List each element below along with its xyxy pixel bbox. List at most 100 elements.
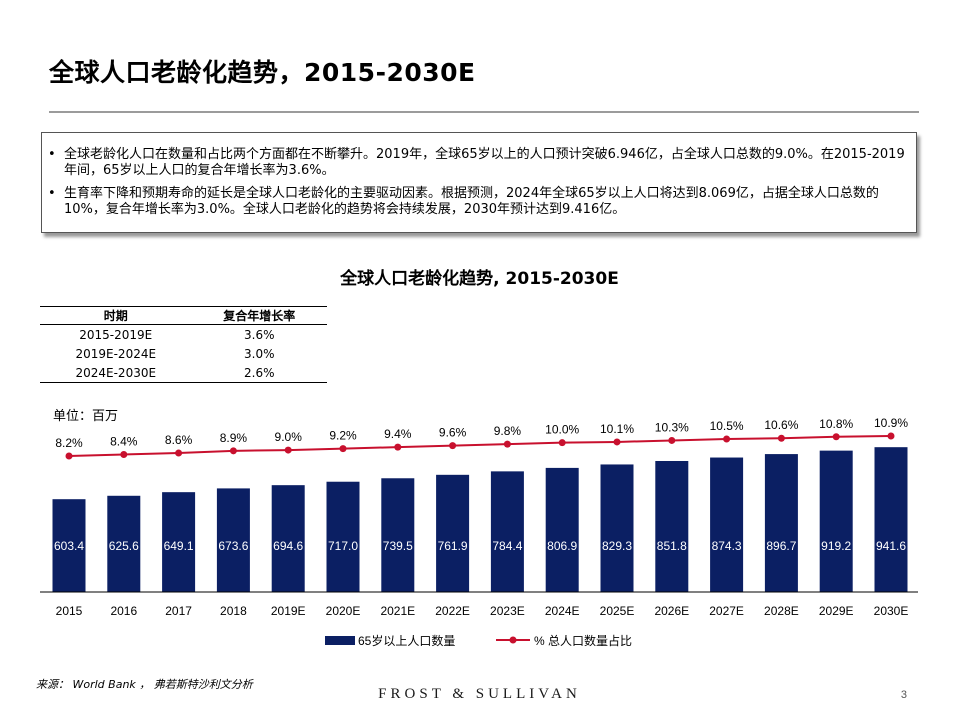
share-point-2023E — [503, 440, 511, 448]
share-value-label: 8.6% — [165, 433, 193, 447]
legend-label-bars: 65岁以上人口数量 — [358, 633, 455, 648]
share-value-label: 10.9% — [874, 416, 908, 430]
summary-bullet-text: 全球老龄化人口在数量和占比两个方面都在不断攀升。2019年，全球65岁以上的人口… — [64, 147, 905, 178]
x-tick-label: 2030E — [874, 604, 909, 618]
x-tick-label: 2027E — [709, 604, 744, 618]
cagr-period: 2015-2019E — [79, 327, 153, 342]
cagr-header-period: 时期 — [40, 306, 192, 325]
bullet-dot: • — [48, 147, 56, 162]
bar-2017 — [162, 492, 196, 592]
bar-2019E — [271, 485, 305, 592]
bar-2029E — [819, 450, 853, 592]
share-point-2028E — [777, 434, 785, 442]
share-value-label: 9.4% — [384, 427, 412, 441]
share-point-2027E — [723, 435, 731, 443]
cagr-rate: 3.6% — [244, 327, 275, 342]
x-tick-label: 2025E — [600, 604, 635, 618]
bar-2028E — [764, 454, 798, 592]
source-note: 来源： World Bank ， 弗若斯特沙利文分析 — [36, 678, 253, 691]
bar-value-label: 874.3 — [712, 539, 742, 553]
share-point-2015 — [65, 452, 73, 460]
x-tick-label: 2017 — [165, 604, 192, 618]
share-value-label: 9.0% — [275, 430, 303, 444]
population-chart: 603.4 625.6 649.1 673.6 694.6 717.0 739.5 761.9… — [40, 416, 918, 648]
cagr-table-header-row: 时期 复合年增长率 — [40, 306, 327, 325]
summary-bullet-text: 生育率下降和预期寿命的延长是全球人口老龄化的主要驱动因素。根据预测，2024年全… — [64, 186, 879, 217]
bar-2027E — [710, 457, 744, 592]
cagr-table-row: 2024E-2030E 2.6% — [40, 363, 327, 383]
bar-2026E — [655, 460, 689, 592]
share-point-2019E — [284, 446, 292, 454]
share-value-label: 8.2% — [55, 436, 83, 450]
bar-2030E — [874, 447, 908, 592]
share-point-2018 — [229, 447, 237, 455]
x-tick-label: 2019E — [271, 604, 306, 618]
share-value-label: 10.0% — [545, 423, 579, 437]
x-tick-label: 2016 — [110, 604, 137, 618]
bar-value-label: 919.2 — [821, 539, 851, 553]
share-point-2029E — [832, 433, 840, 441]
chart-title: 全球人口老龄化趋势, 2015-2030E — [340, 269, 619, 289]
share-value-label: 9.2% — [329, 429, 357, 443]
bar-2024E — [545, 467, 579, 592]
share-point-2017 — [175, 449, 183, 457]
bar-2022E — [436, 474, 470, 592]
bar-value-label: 784.4 — [492, 539, 522, 553]
x-tick-label: 2022E — [435, 604, 470, 618]
page-title: 全球人口老龄化趋势，2015-2030E — [49, 58, 476, 87]
title-divider — [49, 111, 919, 113]
share-value-label: 9.6% — [439, 426, 467, 440]
share-point-2021E — [394, 443, 402, 451]
brand-logo: FROST & SULLIVAN — [378, 686, 581, 702]
share-point-2026E — [668, 436, 676, 444]
x-tick-label: 2023E — [490, 604, 525, 618]
cagr-rate: 3.0% — [244, 346, 275, 361]
share-point-2030E — [887, 432, 895, 440]
share-line — [68, 435, 892, 457]
bar-value-label: 829.3 — [602, 539, 632, 553]
x-tick-label: 2015 — [56, 604, 83, 618]
bar-2018 — [216, 488, 250, 592]
bar-2015 — [52, 499, 86, 592]
bar-value-label: 806.9 — [547, 539, 577, 553]
cagr-table: 时期 复合年增长率 2015-2019E 3.6% 2019E-2024E 3.… — [40, 306, 327, 383]
share-point-2025E — [613, 438, 621, 446]
share-value-label: 10.6% — [764, 418, 798, 432]
bar-value-label: 761.9 — [438, 539, 468, 553]
bar-value-label: 673.6 — [218, 539, 248, 553]
bar-value-label: 694.6 — [273, 539, 303, 553]
x-tick-label: 2020E — [326, 604, 361, 618]
bullet-dot: • — [48, 186, 56, 201]
bar-2020E — [326, 481, 360, 592]
x-tick-label: 2026E — [654, 604, 689, 618]
share-value-label: 8.9% — [220, 431, 248, 445]
share-value-label: 9.8% — [494, 424, 522, 438]
bar-value-label: 625.6 — [109, 539, 139, 553]
x-tick-label: 2029E — [819, 604, 854, 618]
cagr-table-row: 2015-2019E 3.6% — [40, 325, 327, 345]
legend-swatch-bars — [325, 636, 355, 645]
summary-bullet-1: • 全球老龄化人口在数量和占比两个方面都在不断攀升。2019年，全球65岁以上的… — [48, 147, 906, 179]
x-tick-label: 2018 — [220, 604, 247, 618]
page-number: 3 — [900, 689, 907, 701]
bar-value-label: 941.6 — [876, 539, 906, 553]
x-tick-label: 2021E — [380, 604, 415, 618]
share-value-label: 8.4% — [110, 435, 138, 449]
x-tick-label: 2024E — [545, 604, 580, 618]
share-value-label: 10.8% — [819, 417, 853, 431]
bar-2016 — [107, 495, 141, 592]
share-point-2020E — [339, 445, 347, 453]
share-value-label: 10.3% — [655, 420, 689, 434]
bar-value-label: 603.4 — [54, 539, 84, 553]
share-point-2024E — [558, 439, 566, 447]
bar-value-label: 739.5 — [383, 539, 413, 553]
cagr-table-row: 2019E-2024E 3.0% — [40, 344, 327, 363]
bar-2025E — [600, 464, 634, 592]
cagr-period: 2024E-2030E — [40, 363, 192, 383]
cagr-header-rate: 复合年增长率 — [191, 306, 327, 325]
cagr-period: 2019E-2024E — [75, 346, 157, 361]
bar-2023E — [490, 471, 524, 592]
legend-swatch-marker — [509, 636, 517, 644]
bar-value-label: 649.1 — [164, 539, 194, 553]
x-tick-label: 2028E — [764, 604, 799, 618]
